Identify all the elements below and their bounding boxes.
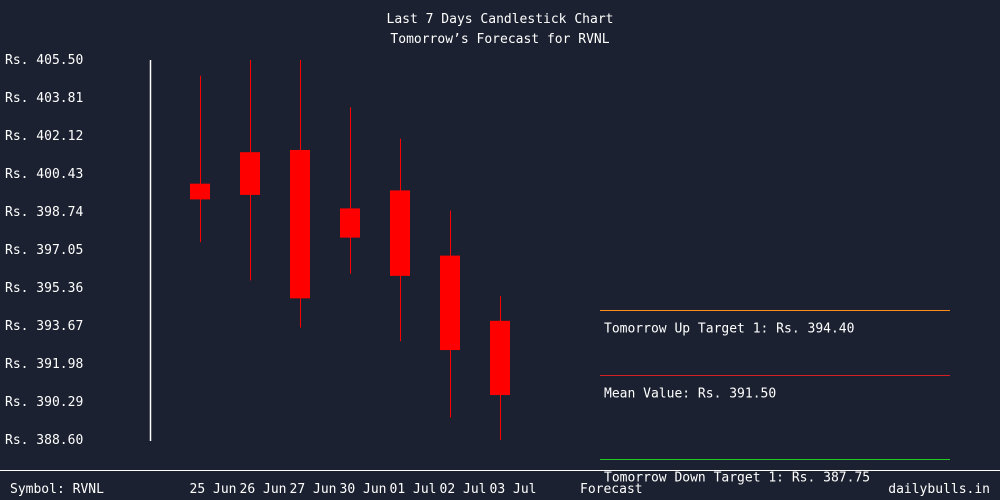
candle-body [390,190,410,276]
forecast-target-label: Mean Value: Rs. 391.50 [604,387,776,402]
chart-subtitle: Tomorrow’s Forecast for RVNL [390,32,609,47]
footer-symbol: Symbol: RVNL [10,482,104,497]
chart-title: Last 7 Days Candlestick Chart [387,12,614,27]
candle-body [290,149,310,299]
forecast-target-label: Tomorrow Down Target 1: Rs. 387.75 [604,471,870,486]
y-tick-label: Rs. 388.60 [5,433,83,448]
y-axis-ticks: Rs. 405.50 Rs. 403.81 Rs. 402.12 Rs. 400.43… [5,53,83,448]
y-tick-label: Rs. 395.36 [5,281,83,296]
y-tick-label: Rs. 403.81 [5,91,83,106]
y-tick-label: Rs. 402.12 [5,129,83,144]
y-tick-label: Rs. 390.29 [5,395,83,410]
y-tick-label: Rs. 398.74 [5,205,83,220]
footer-site: dailybulls.in [888,482,990,497]
candle-body [440,255,460,351]
candle-body [190,183,210,200]
y-tick-label: Rs. 400.43 [5,167,83,182]
candle-body [340,208,360,238]
y-tick-label: Rs. 405.50 [5,53,83,68]
y-tick-label: Rs. 391.98 [5,357,83,372]
x-tick-label: 25 Jun [190,482,237,497]
x-tick-label: 02 Jul [440,482,487,497]
forecast-target-label: Tomorrow Up Target 1: Rs. 394.40 [604,322,854,337]
x-axis-ticks: 25 Jun 26 Jun 27 Jun 30 Jun 01 Jul 02 Jul 03 J… [190,482,537,497]
x-tick-label: 30 Jun [340,482,387,497]
x-tick-label: 01 Jul [390,482,437,497]
candle-body [490,320,510,396]
forecast-label: Forecast [580,482,643,497]
x-tick-label: 03 Jul [490,482,537,497]
x-tick-label: 27 Jun [290,482,337,497]
forecast-panel: Tomorrow Up Target 1: Rs. 394.40 Mean Val… [600,310,950,486]
y-tick-label: Rs. 397.05 [5,243,83,258]
x-tick-label: 26 Jun [240,482,287,497]
candle-body [240,152,260,195]
y-tick-label: Rs. 393.67 [5,319,83,334]
candles-group [190,60,510,440]
